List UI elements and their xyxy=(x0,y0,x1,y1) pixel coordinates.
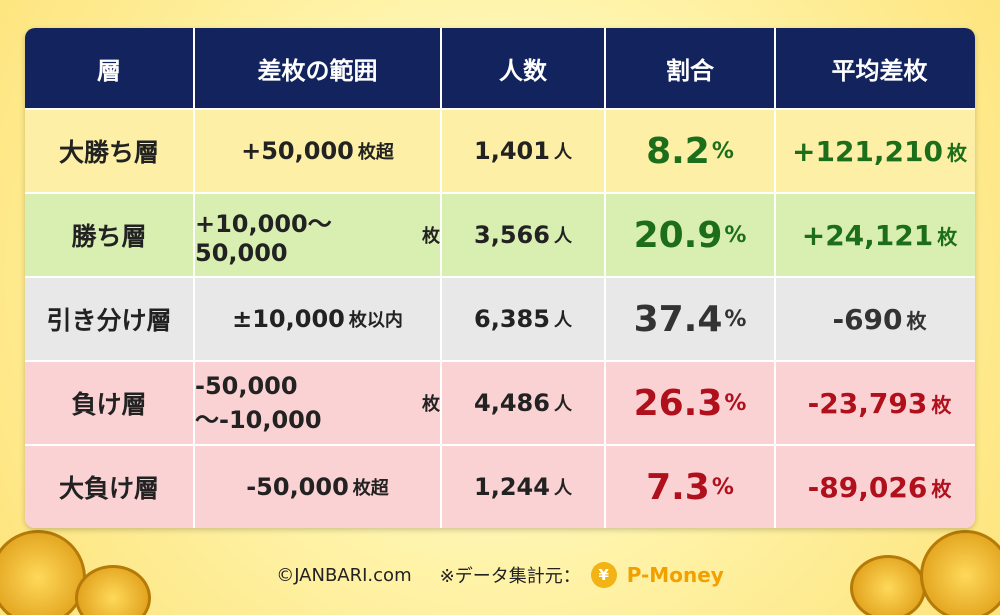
table: 層差枚の範囲 人数 割合 平均差枚 大勝ち層 +50,000 枚超 1,401 人 8.2% +12… xyxy=(25,28,975,528)
cell-value: +121,210 xyxy=(792,134,943,168)
copyright: ©JANBARI.com xyxy=(276,564,412,586)
cell-value: +24,121 xyxy=(801,218,934,252)
range-cell: ±10,000 枚以内 xyxy=(195,278,440,360)
count-cell: 6,385 人 xyxy=(442,278,604,360)
cell-unit: % xyxy=(724,390,747,416)
cell-unit: 枚 xyxy=(931,392,952,417)
cell-value: 20.9 xyxy=(633,214,723,256)
cell-value: 37.4 xyxy=(633,298,723,340)
layer-cell: 大勝ち層 xyxy=(25,110,193,192)
logo-mark: ¥ xyxy=(590,562,617,588)
cell-unit: % xyxy=(711,138,734,164)
cell-unit: 人 xyxy=(553,394,572,415)
layer-cell: 引き分け層 xyxy=(25,278,193,360)
cell-value: -690 xyxy=(832,302,903,336)
layer-cell: 大負け層 xyxy=(25,446,193,528)
cell-unit: 人 xyxy=(553,310,572,331)
cell-value: 4,486 xyxy=(474,389,550,417)
avg-cell: -23,793 枚 xyxy=(776,362,975,444)
cell-unit: 人 xyxy=(553,226,572,247)
count-cell: 3,566 人 xyxy=(442,194,604,276)
cell-value: 1,401 xyxy=(474,137,550,165)
cell-unit: 枚 xyxy=(422,226,440,247)
cell-value: -23,793 xyxy=(807,386,928,420)
coin-decoration xyxy=(920,530,1000,615)
header-cell: 割合 xyxy=(606,28,774,108)
avg-cell: -89,026 枚 xyxy=(776,446,975,528)
range-cell: -50,000～-10,000 枚 xyxy=(195,362,440,444)
cell-value: 6,385 xyxy=(474,305,550,333)
share-cell: 20.9% xyxy=(606,194,774,276)
coin-decoration xyxy=(0,530,86,615)
header-cell: 層 xyxy=(25,28,193,108)
cell-value: +10,000～50,000 xyxy=(195,209,332,267)
cell-value: ±10,000 xyxy=(232,305,345,333)
range-cell: +10,000～50,000 枚 xyxy=(195,194,440,276)
cell-value: 7.3 xyxy=(646,466,710,508)
count-cell: 1,244 人 xyxy=(442,446,604,528)
cell-value: -50,000 xyxy=(246,473,349,501)
layer-cell: 勝ち層 xyxy=(25,194,193,276)
count-cell: 1,401 人 xyxy=(442,110,604,192)
logo-text: P-Money xyxy=(626,563,724,587)
source-label: ※データ集計元： xyxy=(439,566,581,587)
avg-cell: +24,121 枚 xyxy=(776,194,975,276)
range-cell: +50,000 枚超 xyxy=(195,110,440,192)
cell-value: +50,000 xyxy=(241,137,354,165)
layer-cell: 負け層 xyxy=(25,362,193,444)
cell-unit: 枚超 xyxy=(357,142,394,163)
range-cell: -50,000 枚超 xyxy=(195,446,440,528)
cell-unit: 枚 xyxy=(931,476,952,501)
cell-unit: 枚 xyxy=(947,140,967,165)
cell-unit: 枚 xyxy=(422,394,440,415)
share-cell: 26.3% xyxy=(606,362,774,444)
share-cell: 37.4% xyxy=(606,278,774,360)
cell-unit: % xyxy=(711,474,734,500)
cell-unit: 枚 xyxy=(937,224,958,249)
cell-unit: 枚以内 xyxy=(348,310,403,331)
share-cell: 7.3% xyxy=(606,446,774,528)
cell-unit: 枚 xyxy=(906,308,927,333)
cell-value: -89,026 xyxy=(807,470,928,504)
cell-value: 1,244 xyxy=(474,473,550,501)
footer: ©JANBARI.com ※データ集計元： ¥ P-Money xyxy=(0,562,1000,588)
cell-value: 3,566 xyxy=(474,221,550,249)
count-cell: 4,486 人 xyxy=(442,362,604,444)
cell-unit: 人 xyxy=(553,478,572,499)
cell-unit: % xyxy=(724,306,747,332)
cell-value: 26.3 xyxy=(633,382,723,424)
cell-unit: 枚超 xyxy=(352,478,389,499)
cell-value: 8.2 xyxy=(646,130,710,172)
coin-decoration xyxy=(75,565,151,615)
header-cell: 差枚の範囲 xyxy=(195,28,440,108)
avg-cell: +121,210 枚 xyxy=(776,110,975,192)
share-cell: 8.2% xyxy=(606,110,774,192)
cell-unit: % xyxy=(724,222,747,248)
cell-unit: 人 xyxy=(553,142,572,163)
header-cell: 人数 xyxy=(442,28,604,108)
avg-cell: -690 枚 xyxy=(776,278,975,360)
cell-value: -50,000～-10,000 xyxy=(195,371,322,434)
header-cell: 平均差枚 xyxy=(776,28,975,108)
